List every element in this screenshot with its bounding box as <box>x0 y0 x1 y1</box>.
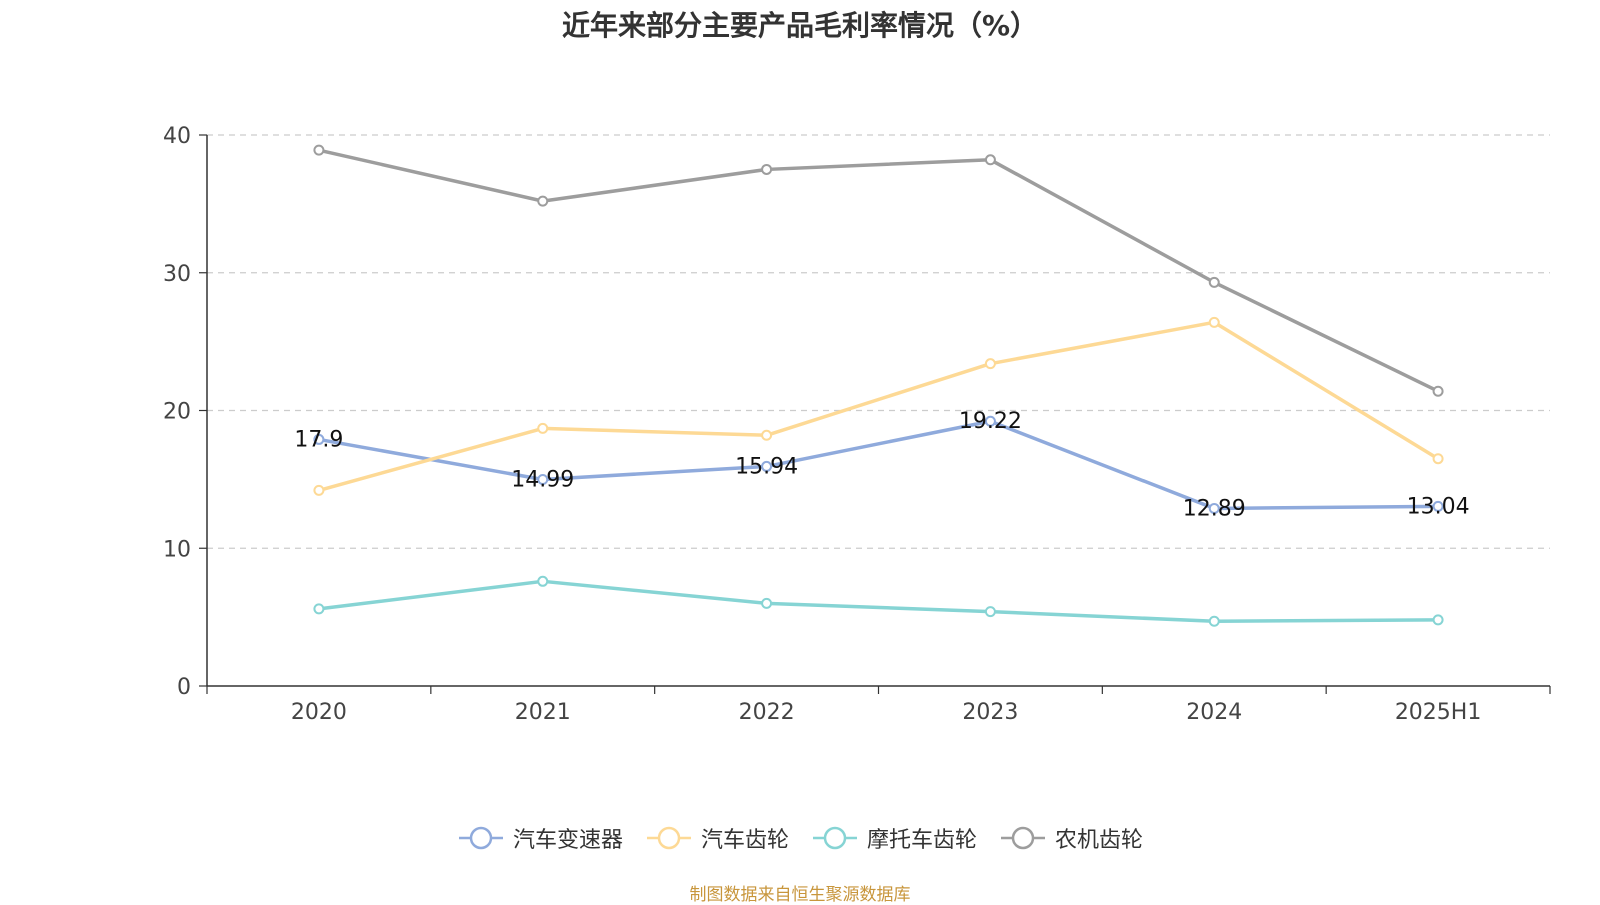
data-label: 12.89 <box>1183 496 1246 521</box>
series-line-2[interactable] <box>318 579 1439 624</box>
data-point[interactable] <box>1208 615 1220 627</box>
data-labels: 17.9 14.99 15.94 19.22 12.89 13.04 <box>294 409 1469 521</box>
x-tick-label: 2025H1 <box>1395 700 1482 725</box>
data-point[interactable] <box>984 606 996 618</box>
data-point[interactable] <box>761 429 773 441</box>
source-note: 制图数据来自恒生聚源数据库 <box>689 885 911 905</box>
y-tick-label: 20 <box>163 400 191 425</box>
y-tick-label: 30 <box>163 262 191 287</box>
data-point[interactable] <box>1208 276 1220 288</box>
y-tick-label: 0 <box>177 675 191 700</box>
y-tick-label: 10 <box>163 537 191 562</box>
chart-legend: 汽车变速器 汽车齿轮 摩托车齿轮 农机齿轮 <box>0 822 1600 854</box>
data-point[interactable] <box>313 433 325 445</box>
data-point[interactable] <box>1208 502 1220 514</box>
legend-label: 汽车变速器 <box>512 828 623 853</box>
data-point[interactable] <box>537 575 549 587</box>
data-point[interactable] <box>1208 316 1220 328</box>
data-point[interactable] <box>1432 614 1444 626</box>
series-line-1[interactable] <box>318 320 1439 493</box>
data-point[interactable] <box>313 484 325 496</box>
data-point[interactable] <box>984 358 996 370</box>
data-point[interactable] <box>537 195 549 207</box>
grid-lines <box>207 134 1550 549</box>
data-label: 17.9 <box>294 427 343 452</box>
data-label: 19.22 <box>959 409 1022 434</box>
legend-item-3[interactable]: 农机齿轮 <box>999 822 1143 854</box>
data-point[interactable] <box>1432 453 1444 465</box>
legend-item-0[interactable]: 汽车变速器 <box>457 822 623 854</box>
data-point[interactable] <box>761 460 773 472</box>
legend-line-icon <box>458 826 503 850</box>
legend-label: 汽车齿轮 <box>700 828 789 853</box>
series-line-3[interactable] <box>318 148 1439 393</box>
data-point[interactable] <box>984 154 996 166</box>
data-label: 15.94 <box>735 454 798 479</box>
legend-line-icon <box>813 826 857 850</box>
data-point[interactable] <box>984 415 996 427</box>
legend-line-icon <box>1001 826 1046 850</box>
y-tick-label: 40 <box>163 124 191 149</box>
data-point[interactable] <box>1432 385 1444 397</box>
x-tick-label: 2020 <box>291 700 347 725</box>
legend-label: 农机齿轮 <box>1055 828 1144 853</box>
data-point[interactable] <box>537 474 549 486</box>
x-tick-label: 2024 <box>1186 700 1242 725</box>
legend-line-icon <box>646 826 691 850</box>
data-point[interactable] <box>1432 500 1444 512</box>
data-label: 13.04 <box>1407 494 1470 519</box>
x-tick-label: 2021 <box>515 700 571 725</box>
data-point[interactable] <box>313 603 325 615</box>
data-label: 14.99 <box>511 468 574 493</box>
data-point[interactable] <box>761 597 773 609</box>
series-line-0[interactable] <box>318 419 1439 511</box>
legend-item-1[interactable]: 汽车齿轮 <box>645 822 789 854</box>
data-point[interactable] <box>537 422 549 434</box>
series-lines <box>313 144 1444 627</box>
legend-label: 摩托车齿轮 <box>867 828 978 853</box>
data-point[interactable] <box>313 144 325 156</box>
legend-item-2[interactable]: 摩托车齿轮 <box>811 822 977 854</box>
data-point[interactable] <box>761 163 773 175</box>
x-tick-label: 2023 <box>962 700 1018 725</box>
axes: 0 10 20 30 40 2020 2021 2022 2023 2024 2025H1 <box>163 124 1551 725</box>
x-tick-label: 2022 <box>739 700 795 725</box>
chart-title: 近年来部分主要产品毛利率情况（%） <box>561 9 1039 42</box>
